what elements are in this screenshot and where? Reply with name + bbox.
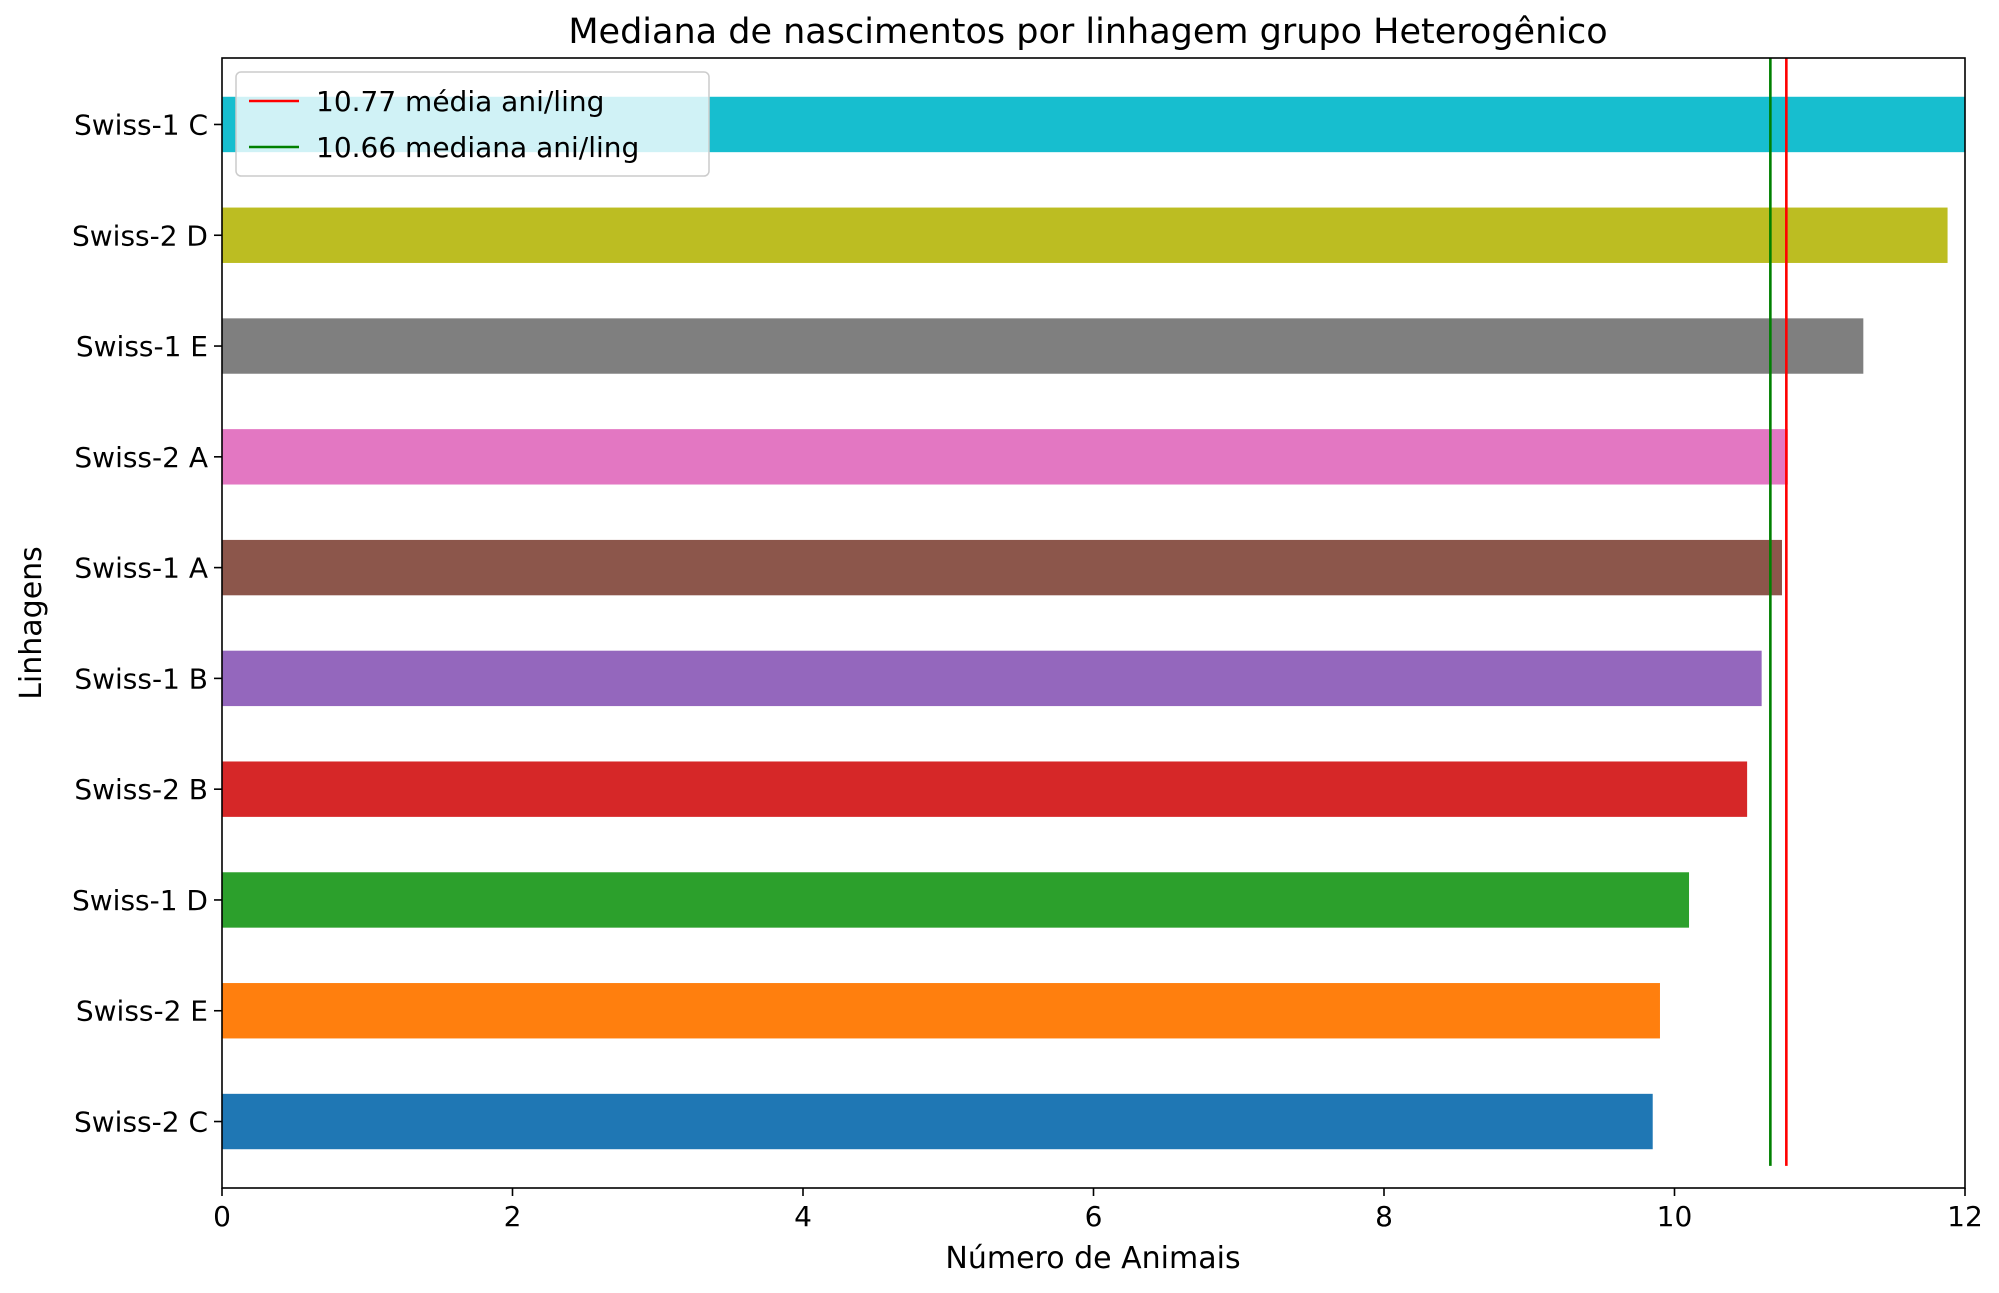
bar (222, 983, 1660, 1039)
y-tick-label: Swiss-1 E (76, 330, 208, 363)
y-axis-ticks: Swiss-2 C Swiss-2 E Swiss-1 D Swiss-2 B Swis… (72, 108, 222, 1139)
y-tick-label: Swiss-2 D (72, 219, 208, 252)
x-tick-label: 0 (213, 1200, 231, 1233)
x-tick-label: 10 (1657, 1200, 1693, 1233)
x-tick-label: 12 (1947, 1200, 1983, 1233)
bar (222, 429, 1788, 485)
x-axis-ticks: 0 2 4 6 8 10 12 (213, 1188, 1983, 1233)
x-tick-label: 8 (1375, 1200, 1393, 1233)
x-tick-label: 6 (1085, 1200, 1103, 1233)
y-tick-label: Swiss-2 E (76, 995, 208, 1028)
y-tick-label: Swiss-1 C (74, 108, 208, 141)
y-tick-label: Swiss-2 C (74, 1106, 208, 1139)
x-tick-label: 2 (504, 1200, 522, 1233)
bar (222, 872, 1690, 928)
legend-label: 10.66 mediana ani/ling (316, 131, 639, 164)
y-tick-label: Swiss-1 B (74, 662, 208, 695)
bars-group (222, 96, 1965, 1150)
bar (222, 1093, 1653, 1150)
y-tick-label: Swiss-1 D (72, 884, 208, 917)
bar (222, 539, 1782, 596)
reference-lines-group (1769, 58, 1788, 1166)
bar (222, 207, 1948, 263)
y-tick-label: Swiss-2 B (74, 773, 208, 806)
legend-box (235, 71, 710, 177)
legend-label: 10.77 média ani/ling (316, 85, 604, 118)
chart-title: Mediana de nascimentos por linhagem grup… (568, 12, 1607, 52)
legend: 10.77 média ani/ling 10.66 mediana ani/li… (235, 71, 710, 177)
y-axis-label: Linhagens (14, 546, 49, 700)
y-tick-label: Swiss-2 A (74, 441, 208, 474)
bar (222, 761, 1748, 817)
x-tick-label: 4 (794, 1200, 812, 1233)
bar (222, 650, 1762, 707)
bar (222, 318, 1864, 374)
x-axis-label: Número de Animais (945, 1241, 1240, 1276)
y-tick-label: Swiss-1 A (74, 552, 208, 585)
